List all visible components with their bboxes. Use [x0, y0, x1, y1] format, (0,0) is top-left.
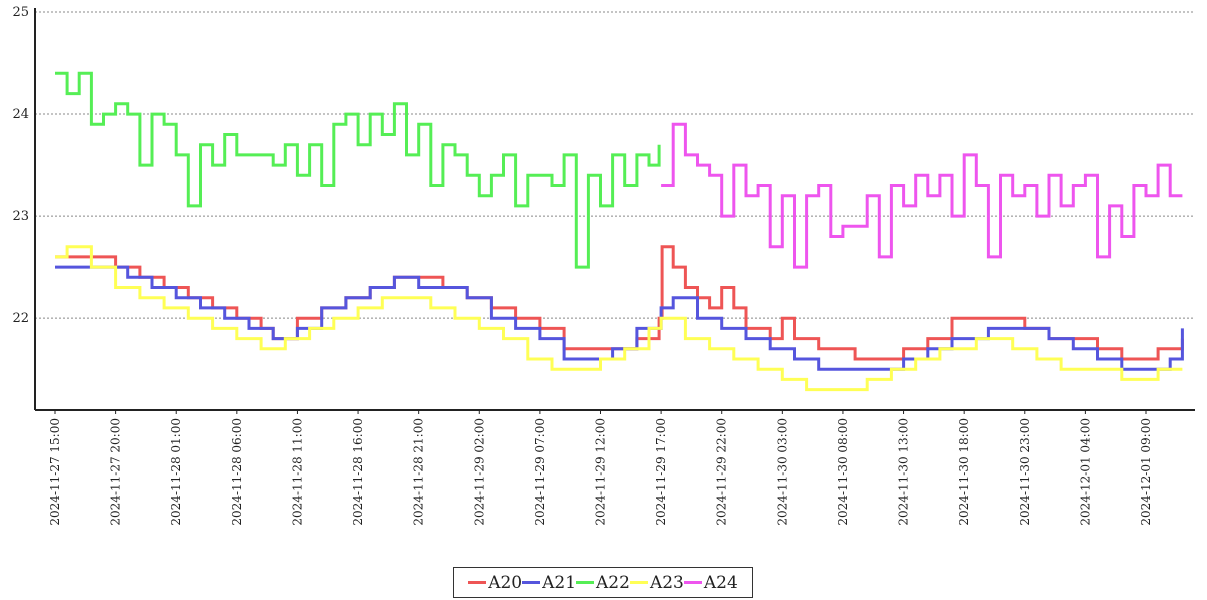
legend-swatch-a22	[576, 581, 595, 584]
legend-label-a20: A20	[488, 572, 523, 593]
x-axis-ticks: 2024-11-27 15:00 2024-11-27 20:00 2024-11-…	[48, 410, 1153, 526]
legend-label-a22: A22	[596, 572, 630, 593]
x-tick-label-16: 2024-11-30 23:00	[1018, 418, 1032, 526]
x-tick-label-15: 2024-11-30 18:00	[957, 418, 971, 526]
x-tick-label-6: 2024-11-28 21:00	[412, 418, 426, 526]
y-axis-ticks: 22 23 24 25	[12, 5, 29, 326]
x-tick-label-4: 2024-11-28 11:00	[290, 418, 304, 526]
y-tick-label-0: 22	[12, 311, 29, 326]
legend-item-a22: A22	[576, 573, 630, 593]
axes	[34, 8, 1195, 411]
series-lines	[55, 71, 1184, 392]
x-tick-label-5: 2024-11-28 16:00	[351, 418, 365, 526]
legend-label-a21: A21	[542, 572, 577, 593]
series-line-a24	[661, 122, 1183, 269]
legend-swatch-a24	[683, 581, 702, 584]
x-tick-label-1: 2024-11-27 20:00	[109, 418, 123, 526]
legend-swatch-a20	[468, 581, 487, 584]
y-tick-label-2: 24	[12, 107, 29, 122]
gridlines	[35, 11, 1195, 319]
y-tick-label-3: 25	[12, 5, 29, 20]
x-tick-label-10: 2024-11-29 17:00	[654, 418, 668, 526]
x-tick-label-9: 2024-11-29 12:00	[594, 418, 608, 526]
legend-swatch-a21	[522, 581, 541, 584]
legend-item-a21: A21	[522, 573, 576, 593]
legend-item-a23: A23	[629, 572, 684, 593]
legend: A20 A21 A22 A23 A24	[453, 567, 753, 598]
x-tick-label-11: 2024-11-29 22:00	[715, 418, 729, 526]
series-line-a22	[55, 71, 661, 269]
x-tick-label-2: 2024-11-28 01:00	[169, 418, 183, 526]
y-tick-label-1: 23	[12, 209, 29, 224]
x-tick-label-0: 2024-11-27 15:00	[48, 418, 62, 526]
x-tick-label-3: 2024-11-28 06:00	[230, 418, 244, 526]
legend-swatch-a23	[629, 581, 648, 584]
x-tick-label-8: 2024-11-29 07:00	[533, 418, 547, 526]
legend-item-a24: A24	[683, 572, 738, 593]
x-tick-label-12: 2024-11-30 03:00	[775, 418, 789, 526]
x-tick-label-7: 2024-11-29 02:00	[472, 418, 486, 526]
x-tick-label-17: 2024-12-01 04:00	[1078, 418, 1092, 526]
x-tick-label-13: 2024-11-30 08:00	[836, 418, 850, 526]
x-tick-label-18: 2024-12-01 09:00	[1139, 418, 1153, 526]
legend-item-a20: A20	[468, 573, 522, 593]
legend-label-a23: A23	[649, 572, 684, 593]
x-tick-label-14: 2024-11-30 13:00	[897, 418, 911, 526]
legend-label-a24: A24	[703, 572, 738, 593]
series-line-a21	[55, 265, 1184, 371]
series-line-a23	[55, 245, 1183, 392]
